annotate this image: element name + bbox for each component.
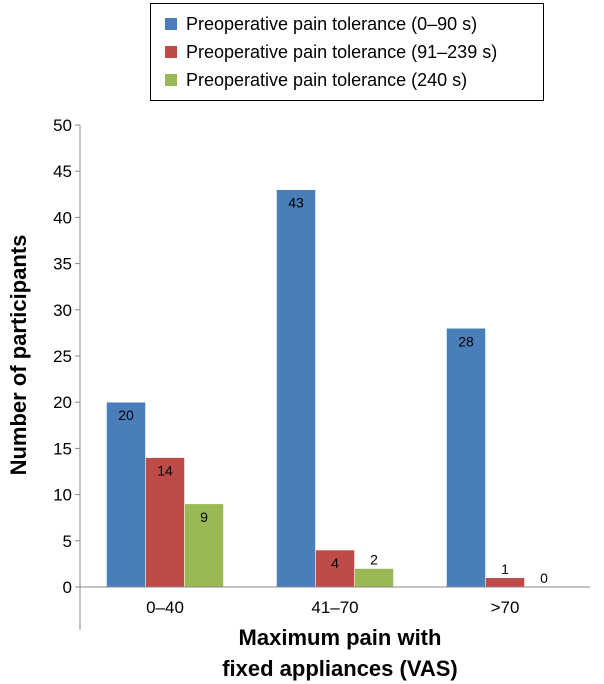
bar	[184, 503, 224, 588]
bar-data-label: 20	[118, 407, 134, 423]
y-tick-label: 5	[63, 532, 72, 551]
y-tick-label: 40	[53, 208, 72, 227]
y-tick-label: 45	[53, 162, 72, 181]
x-tick-label: >70	[491, 598, 520, 617]
bar	[315, 549, 355, 588]
chart-legend: Preoperative pain tolerance (0–90 s) Pre…	[150, 3, 544, 101]
bar	[106, 401, 146, 588]
y-tick-label: 20	[53, 393, 72, 412]
bar-data-label: 0	[540, 570, 548, 586]
y-tick-label: 0	[63, 578, 72, 597]
x-axis-title-line-2: fixed appliances (VAS)	[222, 656, 458, 681]
y-tick-label: 35	[53, 255, 72, 274]
y-tick-label: 50	[53, 116, 72, 135]
bar-data-label: 4	[331, 555, 339, 571]
y-tick-label: 25	[53, 347, 72, 366]
legend-entry-0-90s: Preoperative pain tolerance (0–90 s)	[165, 10, 543, 38]
x-axis-title: Maximum pain with fixed appliances (VAS)	[80, 622, 600, 684]
legend-swatch-91-239s	[165, 46, 177, 58]
legend-label-0-90s: Preoperative pain tolerance (0–90 s)	[186, 13, 478, 34]
y-axis-title: Number of participants	[6, 234, 31, 476]
bar	[276, 189, 316, 588]
y-tick-label: 10	[53, 486, 72, 505]
bar	[485, 577, 525, 588]
legend-label-240s: Preoperative pain tolerance (240 s)	[186, 69, 468, 90]
y-tick-label: 30	[53, 301, 72, 320]
bar-data-label: 1	[501, 561, 509, 577]
bar	[354, 568, 394, 588]
y-tick-label: 15	[53, 439, 72, 458]
bar-data-label: 28	[458, 333, 474, 349]
legend-entry-240s: Preoperative pain tolerance (240 s)	[165, 66, 543, 94]
bar-data-label: 2	[370, 552, 378, 568]
bar	[446, 328, 486, 588]
bar-data-label: 9	[200, 509, 208, 525]
x-tick-label: 41–70	[311, 598, 358, 617]
legend-label-91-239s: Preoperative pain tolerance (91–239 s)	[186, 41, 498, 62]
legend-swatch-0-90s	[165, 18, 177, 30]
x-tick-label: 0–40	[146, 598, 184, 617]
legend-entry-91-239s: Preoperative pain tolerance (91–239 s)	[165, 38, 543, 66]
legend-swatch-240s	[165, 74, 177, 86]
x-axis-title-line-1: Maximum pain with	[238, 625, 442, 650]
bar-data-label: 14	[157, 463, 173, 479]
bar-data-label: 43	[288, 195, 304, 211]
